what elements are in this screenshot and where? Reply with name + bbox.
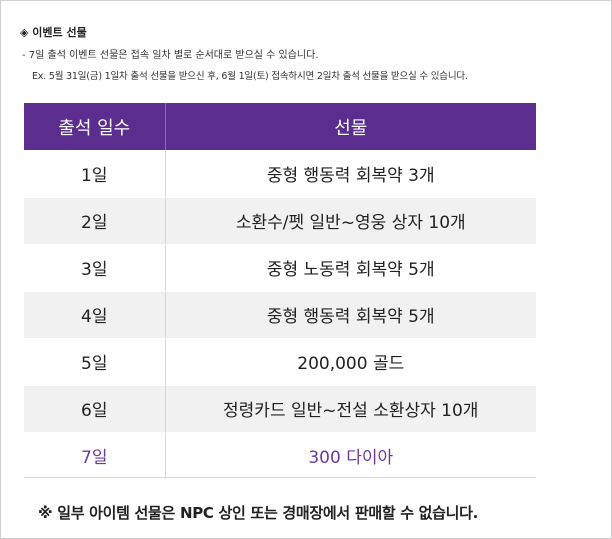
footnote: ※ 일부 아이템 선물은 NPC 상인 또는 경매장에서 판매할 수 없습니다. xyxy=(38,504,479,522)
day-cell: 4일 xyxy=(24,291,166,339)
table-row: 1일 중형 행동력 회복약 3개 xyxy=(24,150,536,198)
table-row: 5일 200,000 골드 xyxy=(24,338,536,386)
day-cell: 2일 xyxy=(24,197,166,245)
event-note: - 7일 출석 이벤트 선물은 접속 일차 별로 순서대로 받으실 수 있습니다… xyxy=(22,50,319,61)
reward-cell: 중형 행동력 회복약 5개 xyxy=(165,291,536,339)
day-cell: 7일 xyxy=(24,432,166,480)
table-row: 4일 중형 행동력 회복약 5개 xyxy=(24,291,536,339)
table-bottom-border xyxy=(24,477,536,478)
column-header-days: 출석 일수 xyxy=(24,103,166,150)
column-header-reward: 선물 xyxy=(165,103,536,150)
reward-table: 출석 일수 선물 1일 중형 행동력 회복약 3개 2일 소환수/펫 일반~영웅… xyxy=(24,103,536,480)
day-cell: 6일 xyxy=(24,385,166,433)
day-cell: 1일 xyxy=(24,150,166,198)
reward-cell: 중형 행동력 회복약 3개 xyxy=(165,150,536,198)
reward-cell: 정령카드 일반~전설 소환상자 10개 xyxy=(165,385,536,433)
table-row: 6일 정령카드 일반~전설 소환상자 10개 xyxy=(24,385,536,433)
table-row: 2일 소환수/펫 일반~영웅 상자 10개 xyxy=(24,197,536,245)
reward-cell: 300 다이아 xyxy=(165,432,536,480)
event-example-note: Ex. 5월 31일(금) 1일차 출석 선물을 받으신 후, 6월 1일(토)… xyxy=(32,71,468,82)
table-header-row: 출석 일수 선물 xyxy=(24,103,536,150)
reward-cell: 소환수/펫 일반~영웅 상자 10개 xyxy=(165,197,536,245)
reward-cell: 200,000 골드 xyxy=(165,338,536,386)
table-row-highlight: 7일 300 다이아 xyxy=(24,432,536,480)
day-cell: 3일 xyxy=(24,244,166,292)
day-cell: 5일 xyxy=(24,338,166,386)
reward-cell: 중형 노동력 회복약 5개 xyxy=(165,244,536,292)
section-title: ◈ 이벤트 선물 xyxy=(20,26,87,39)
table-row: 3일 중형 노동력 회복약 5개 xyxy=(24,244,536,292)
